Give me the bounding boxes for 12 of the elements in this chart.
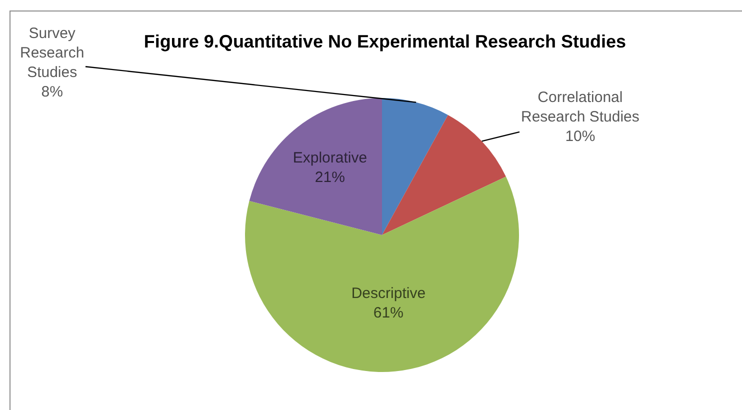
data-label: 10% xyxy=(565,128,596,145)
pie-slice xyxy=(382,114,506,235)
pie-slice xyxy=(382,98,448,235)
pie-slice xyxy=(249,98,382,235)
data-label: 21% xyxy=(314,169,345,186)
slice-label: Descriptive xyxy=(351,284,426,302)
slice-label: Correlational Research Studies xyxy=(521,89,640,126)
data-label: 61% xyxy=(373,304,404,322)
data-label: 8% xyxy=(41,84,63,100)
chart-title: Figure 9.Quantitative No Experimental Research Studies xyxy=(144,31,626,52)
slice-label: Survey Research Studies xyxy=(20,25,84,81)
slice-label: Explorative xyxy=(292,150,368,167)
